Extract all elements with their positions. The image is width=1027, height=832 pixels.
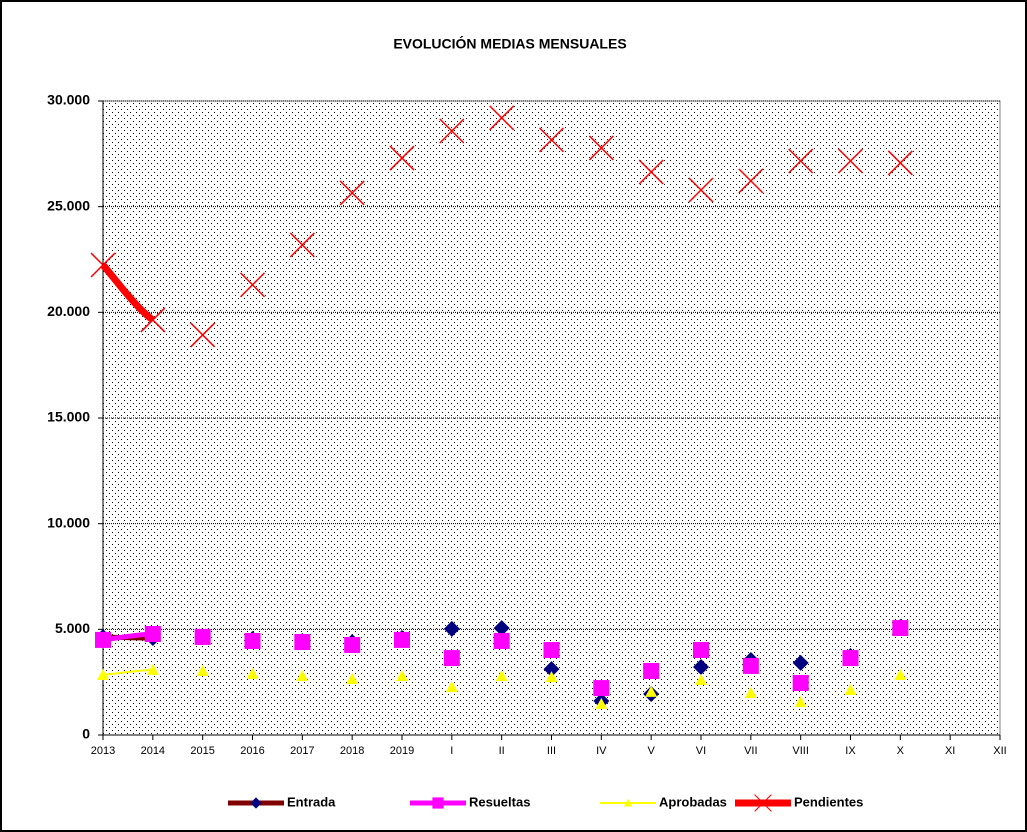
legend-marker — [623, 798, 633, 807]
x-tick-label: 2017 — [290, 745, 314, 757]
legend-marker — [754, 794, 772, 812]
series-marker — [439, 118, 465, 144]
legend-label: Pendientes — [794, 794, 863, 809]
series-marker — [196, 664, 209, 676]
series-marker — [844, 683, 857, 695]
chart-title: EVOLUCIÓN MEDIAS MENSUALES — [393, 35, 626, 52]
series-marker — [190, 322, 216, 348]
series-marker — [495, 670, 508, 682]
series-marker — [794, 696, 807, 708]
x-tick-label: 2013 — [91, 745, 115, 757]
series-marker — [493, 632, 510, 649]
series-marker — [296, 670, 309, 682]
legend-label: Aprobadas — [659, 794, 727, 809]
series-marker — [144, 625, 161, 642]
series-marker — [389, 145, 415, 171]
y-tick-label: 25.000 — [47, 197, 90, 213]
series-marker — [742, 657, 759, 674]
series-marker — [493, 620, 510, 637]
series-marker — [588, 135, 614, 161]
y-tick-label: 30.000 — [47, 92, 90, 108]
series-marker — [543, 642, 560, 659]
y-tick-label: 15.000 — [47, 409, 90, 425]
series-marker — [892, 620, 909, 637]
series-marker — [443, 650, 460, 667]
series-marker — [95, 631, 111, 648]
series-marker — [894, 668, 907, 680]
x-tick-label: X — [897, 745, 905, 757]
x-tick-label: XII — [993, 745, 1006, 757]
x-tick-label: II — [499, 745, 505, 757]
series-marker — [788, 148, 814, 174]
series-marker — [289, 232, 315, 258]
series-marker — [445, 681, 458, 693]
series-marker — [194, 628, 211, 645]
series-marker — [887, 150, 913, 176]
x-tick-label: 2014 — [141, 745, 165, 757]
x-tick-label: 2018 — [340, 745, 364, 757]
series-marker — [394, 631, 410, 648]
series-marker — [693, 658, 709, 675]
series-marker — [443, 620, 460, 637]
x-tick-label: XI — [945, 745, 955, 757]
series-marker — [246, 667, 259, 679]
series-marker — [738, 168, 764, 194]
legend-label: Entrada — [287, 794, 336, 809]
series-marker — [643, 662, 660, 679]
legend-label: Resueltas — [469, 794, 530, 809]
series-marker — [244, 632, 261, 649]
series-marker — [645, 685, 658, 697]
series-marker — [688, 177, 714, 203]
x-tick-label: VIII — [792, 745, 809, 757]
series-marker — [489, 105, 515, 131]
x-tick-label: 2015 — [190, 745, 214, 757]
x-tick-label: I — [450, 745, 453, 757]
y-tick-label: 5.000 — [55, 620, 90, 636]
series-marker — [638, 159, 664, 185]
series-marker — [97, 668, 109, 680]
series-marker — [396, 670, 408, 682]
series-marker — [344, 636, 361, 653]
series-marker — [339, 180, 365, 206]
series-marker — [140, 307, 166, 333]
series-marker — [90, 252, 116, 278]
series-marker — [595, 697, 608, 709]
series-marker — [842, 650, 859, 667]
series-marker — [543, 661, 560, 678]
series-marker — [744, 686, 757, 698]
x-tick-label: III — [547, 745, 556, 757]
series-marker — [837, 148, 864, 174]
x-tick-label: VI — [696, 745, 706, 757]
x-tick-label: 2019 — [390, 745, 414, 757]
series-marker — [545, 671, 558, 683]
y-tick-label: 10.000 — [47, 514, 90, 530]
series-marker — [294, 634, 311, 651]
x-tick-label: VII — [744, 745, 757, 757]
x-tick-label: V — [647, 745, 655, 757]
x-tick-label: 2016 — [240, 745, 264, 757]
series-marker — [693, 642, 709, 659]
series-marker — [695, 674, 707, 686]
series-marker — [792, 654, 809, 671]
legend-marker — [432, 797, 444, 809]
y-tick-label: 20.000 — [47, 303, 90, 319]
series-marker — [146, 663, 159, 675]
y-tick-label: 0 — [82, 726, 90, 742]
series-marker — [346, 672, 359, 684]
series-marker — [593, 680, 610, 697]
x-tick-label: IV — [596, 745, 607, 757]
series-marker — [538, 127, 565, 153]
series-marker — [239, 272, 266, 298]
series-marker — [792, 675, 809, 692]
x-tick-label: IX — [845, 745, 856, 757]
